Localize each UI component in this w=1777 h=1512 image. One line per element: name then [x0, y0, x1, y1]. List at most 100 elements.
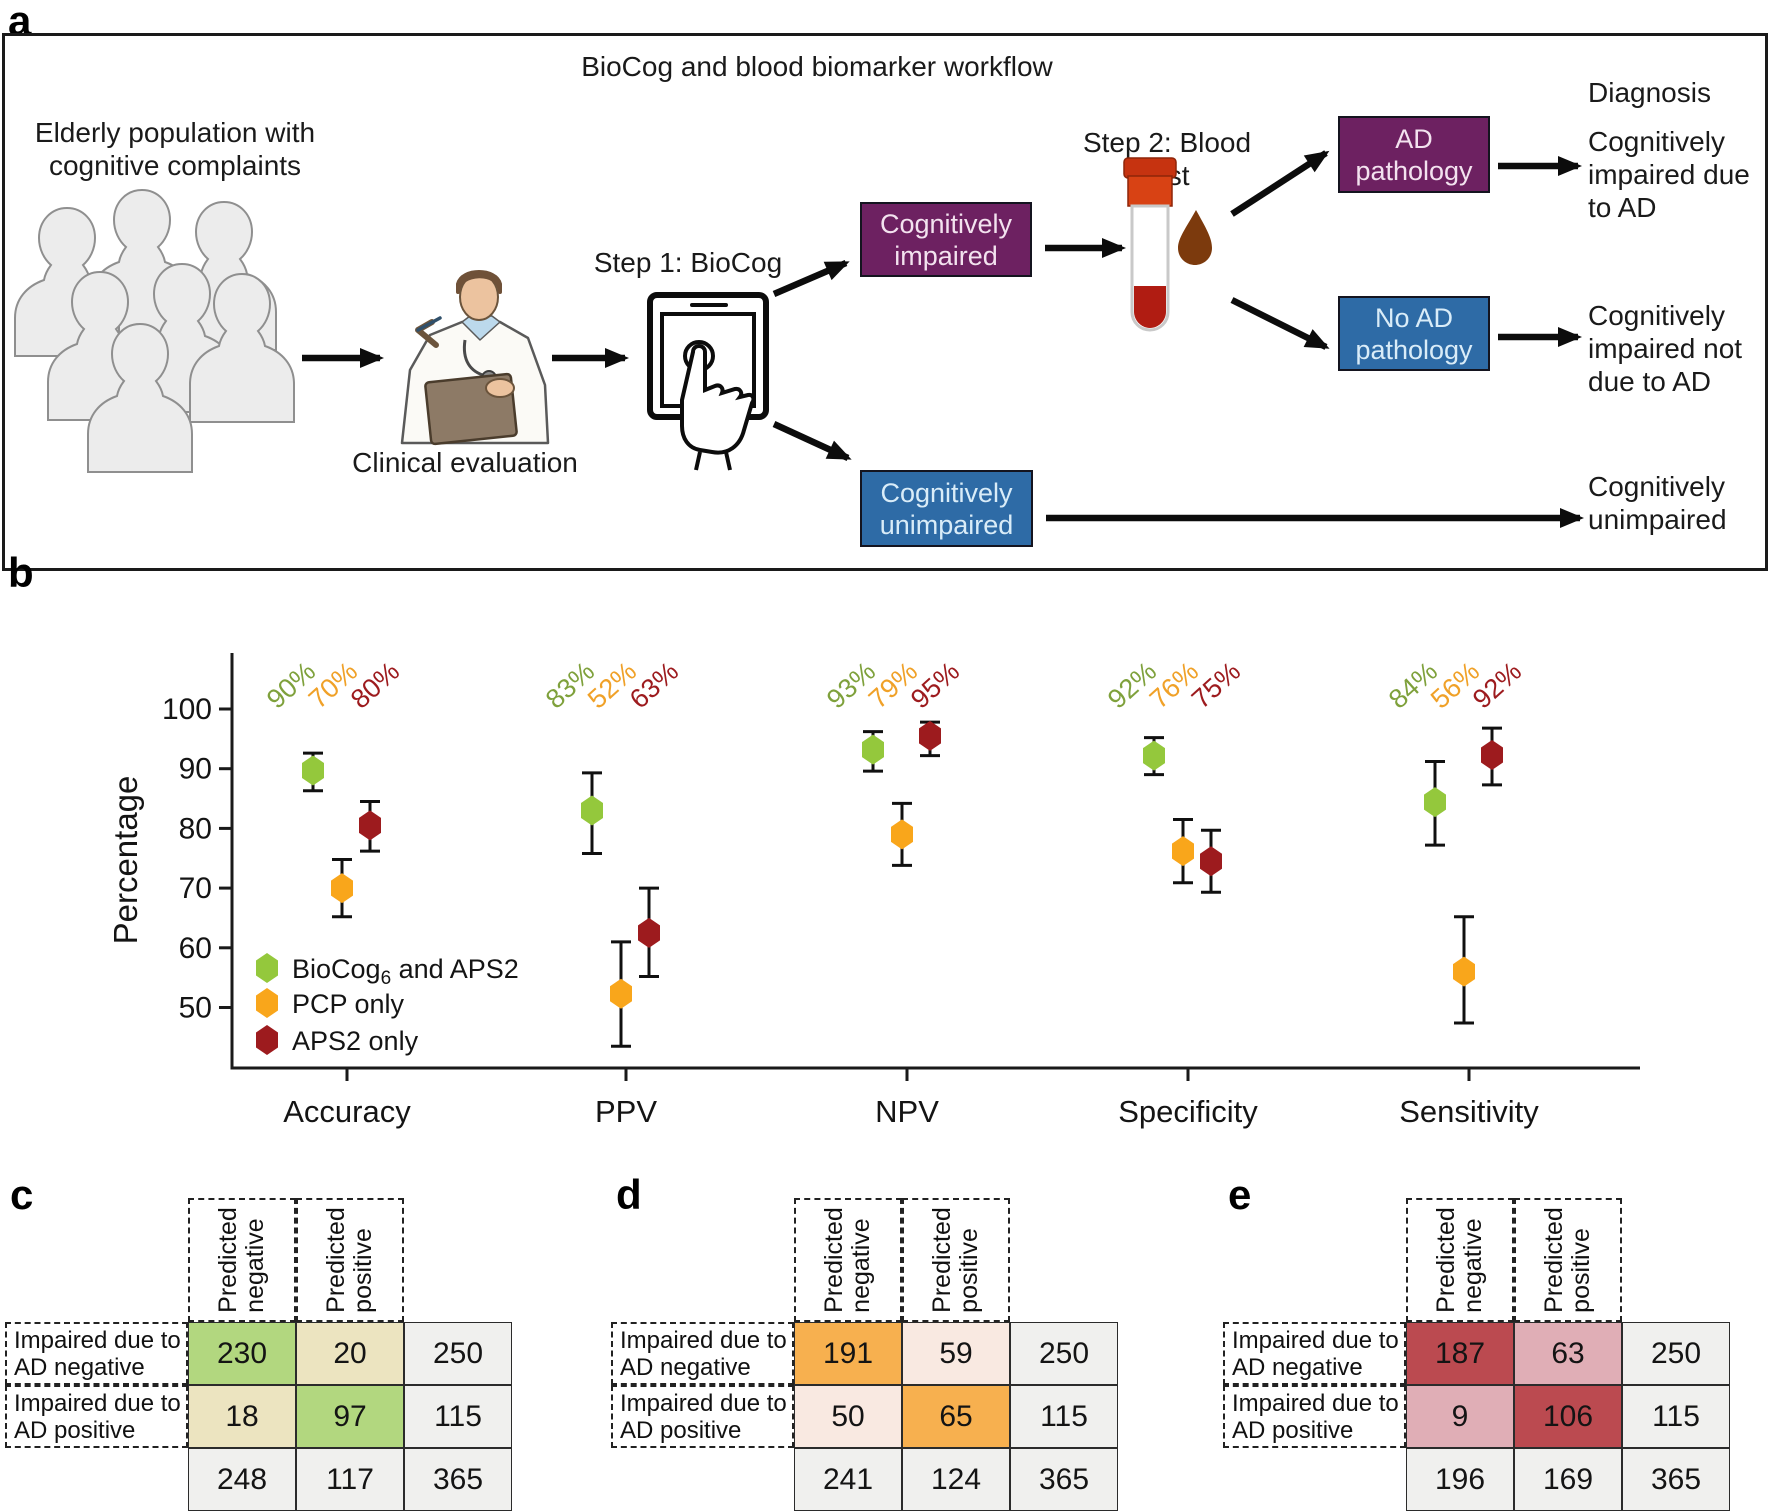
matrix-cell: 191 [794, 1322, 902, 1385]
matrix-column-header-label: Predicted positive [1540, 1207, 1595, 1313]
matrix-column-header-label: Predicted positive [928, 1207, 983, 1313]
matrix-cell: 18 [188, 1385, 296, 1448]
tablet-icon [647, 292, 769, 471]
x-category-label: PPV [595, 1094, 657, 1129]
arrow-bloodtest-to-no-ad [1230, 297, 1330, 350]
matrix-column-header: Predicted negative [1406, 1198, 1514, 1322]
doctor-icon [400, 270, 550, 446]
matrix-cell: 97 [296, 1385, 404, 1448]
matrix-column-header: Predicted negative [188, 1198, 296, 1322]
matrix-cell: 250 [404, 1322, 512, 1385]
data-point-marker [919, 720, 941, 751]
blood-test-icon [1123, 157, 1212, 332]
legend-label: APS2 only [292, 1026, 419, 1056]
data-point-label: 80% [345, 656, 405, 714]
matrix-cell: 117 [296, 1448, 404, 1511]
matrix-cell: 248 [188, 1448, 296, 1511]
matrix-cell: 187 [1406, 1322, 1514, 1385]
matrix-row-header: Impaired due to AD positive [1223, 1385, 1406, 1448]
panel-b-letter: b [8, 549, 34, 596]
performance-chart: 50 60 70 80 90 100 Percentage Accuracy PPV NPV Spe… [107, 653, 1640, 1129]
population-label: Elderly population with cognitive compla… [34, 117, 316, 181]
panel-d-letter: d [616, 1171, 642, 1218]
cognitively-impaired-box: Cognitively impaired [860, 202, 1032, 277]
matrix-row-header: Impaired due to AD negative [5, 1322, 188, 1385]
panel-a-frame [2, 33, 1768, 571]
data-point-label: 63% [624, 656, 684, 714]
matrix-column-header-label: Predicted negative [820, 1207, 875, 1313]
data-point-marker [610, 978, 632, 1009]
data-point-marker [1453, 956, 1475, 987]
matrix-column-header-label: Predicted negative [214, 1207, 269, 1313]
matrix-cell: 50 [794, 1385, 902, 1448]
legend-marker [256, 1025, 278, 1055]
y-tick-label: 70 [179, 872, 212, 905]
outcome-due-to-ad: Cognitively impaired due to AD [1588, 126, 1750, 223]
legend-marker [256, 953, 278, 983]
data-point-marker [638, 917, 660, 948]
ad-pathology-box: AD pathology [1338, 116, 1490, 193]
arrow-bloodtest-to-ad [1230, 150, 1330, 217]
matrix-cell: 115 [404, 1385, 512, 1448]
matrix-cell: 241 [794, 1448, 902, 1511]
matrix-row-header: Impaired due to AD positive [611, 1385, 794, 1448]
matrix-column-header-label: Predicted positive [322, 1207, 377, 1313]
matrix-cell: 65 [902, 1385, 1010, 1448]
matrix-column-header: Predicted positive [1514, 1198, 1622, 1322]
data-point-marker [891, 819, 913, 850]
no-ad-pathology-box: No AD pathology [1338, 296, 1490, 371]
matrix-cell: 169 [1514, 1448, 1622, 1511]
y-tick-label: 60 [179, 932, 212, 965]
data-point-marker [1143, 740, 1165, 771]
x-category-label: Sensitivity [1399, 1094, 1539, 1129]
matrix-row-header: Impaired due to AD negative [611, 1322, 794, 1385]
matrix-cell: 196 [1406, 1448, 1514, 1511]
panel-c-letter: c [10, 1171, 34, 1218]
matrix-cell: 365 [1622, 1448, 1730, 1511]
outcome-unimpaired: Cognitively unimpaired [1588, 471, 1727, 535]
y-tick-label: 90 [179, 753, 212, 786]
data-point-marker [862, 734, 884, 765]
x-category-label: Specificity [1118, 1094, 1258, 1129]
matrix-row-header: Impaired due to AD negative [1223, 1322, 1406, 1385]
panel-e-letter: e [1228, 1171, 1252, 1218]
matrix-column-header: Predicted positive [296, 1198, 404, 1322]
data-point-marker [331, 873, 353, 904]
data-point-marker [1424, 787, 1446, 818]
data-point-label: 95% [905, 656, 965, 714]
axes [230, 653, 1640, 1070]
legend-label: PCP only [292, 989, 405, 1019]
workflow-title: BioCog and blood biomarker workflow [581, 51, 1053, 82]
matrix-column-header: Predicted negative [794, 1198, 902, 1322]
data-point-marker [1200, 846, 1222, 877]
outcome-not-due-to-ad: Cognitively impaired not due to AD [1588, 300, 1743, 397]
matrix-cell: 124 [902, 1448, 1010, 1511]
matrix-cell: 230 [188, 1322, 296, 1385]
matrix-cell: 106 [1514, 1385, 1622, 1448]
matrix-cell: 250 [1622, 1322, 1730, 1385]
matrix-cell: 115 [1010, 1385, 1118, 1448]
matrix-cell: 59 [902, 1322, 1010, 1385]
clinical-evaluation-label: Clinical evaluation [352, 447, 578, 478]
arrow-biocog-to-impaired [772, 260, 850, 297]
legend-label: BioCog6 and APS2 [292, 954, 519, 989]
y-tick-label: 100 [162, 693, 212, 726]
data-point-marker [359, 810, 381, 841]
matrix-cell: 20 [296, 1322, 404, 1385]
step1-label: Step 1: BioCog [593, 247, 783, 278]
matrix-cell: 365 [404, 1448, 512, 1511]
x-category-label: NPV [875, 1094, 939, 1129]
matrix-row-header: Impaired due to AD positive [5, 1385, 188, 1448]
legend-marker [256, 988, 278, 1018]
y-tick-label: 50 [179, 992, 212, 1025]
y-tick-label: 80 [179, 812, 212, 845]
data-point-marker [302, 755, 324, 786]
matrix-cell: 365 [1010, 1448, 1118, 1511]
diagnosis-label: Diagnosis [1588, 77, 1711, 108]
workflow-graphics [14, 150, 1584, 528]
x-category-label: Accuracy [283, 1094, 411, 1129]
data-point-marker [581, 795, 603, 826]
y-axis-title: Percentage [107, 776, 144, 945]
matrix-cell: 63 [1514, 1322, 1622, 1385]
data-point-marker [1481, 739, 1503, 770]
